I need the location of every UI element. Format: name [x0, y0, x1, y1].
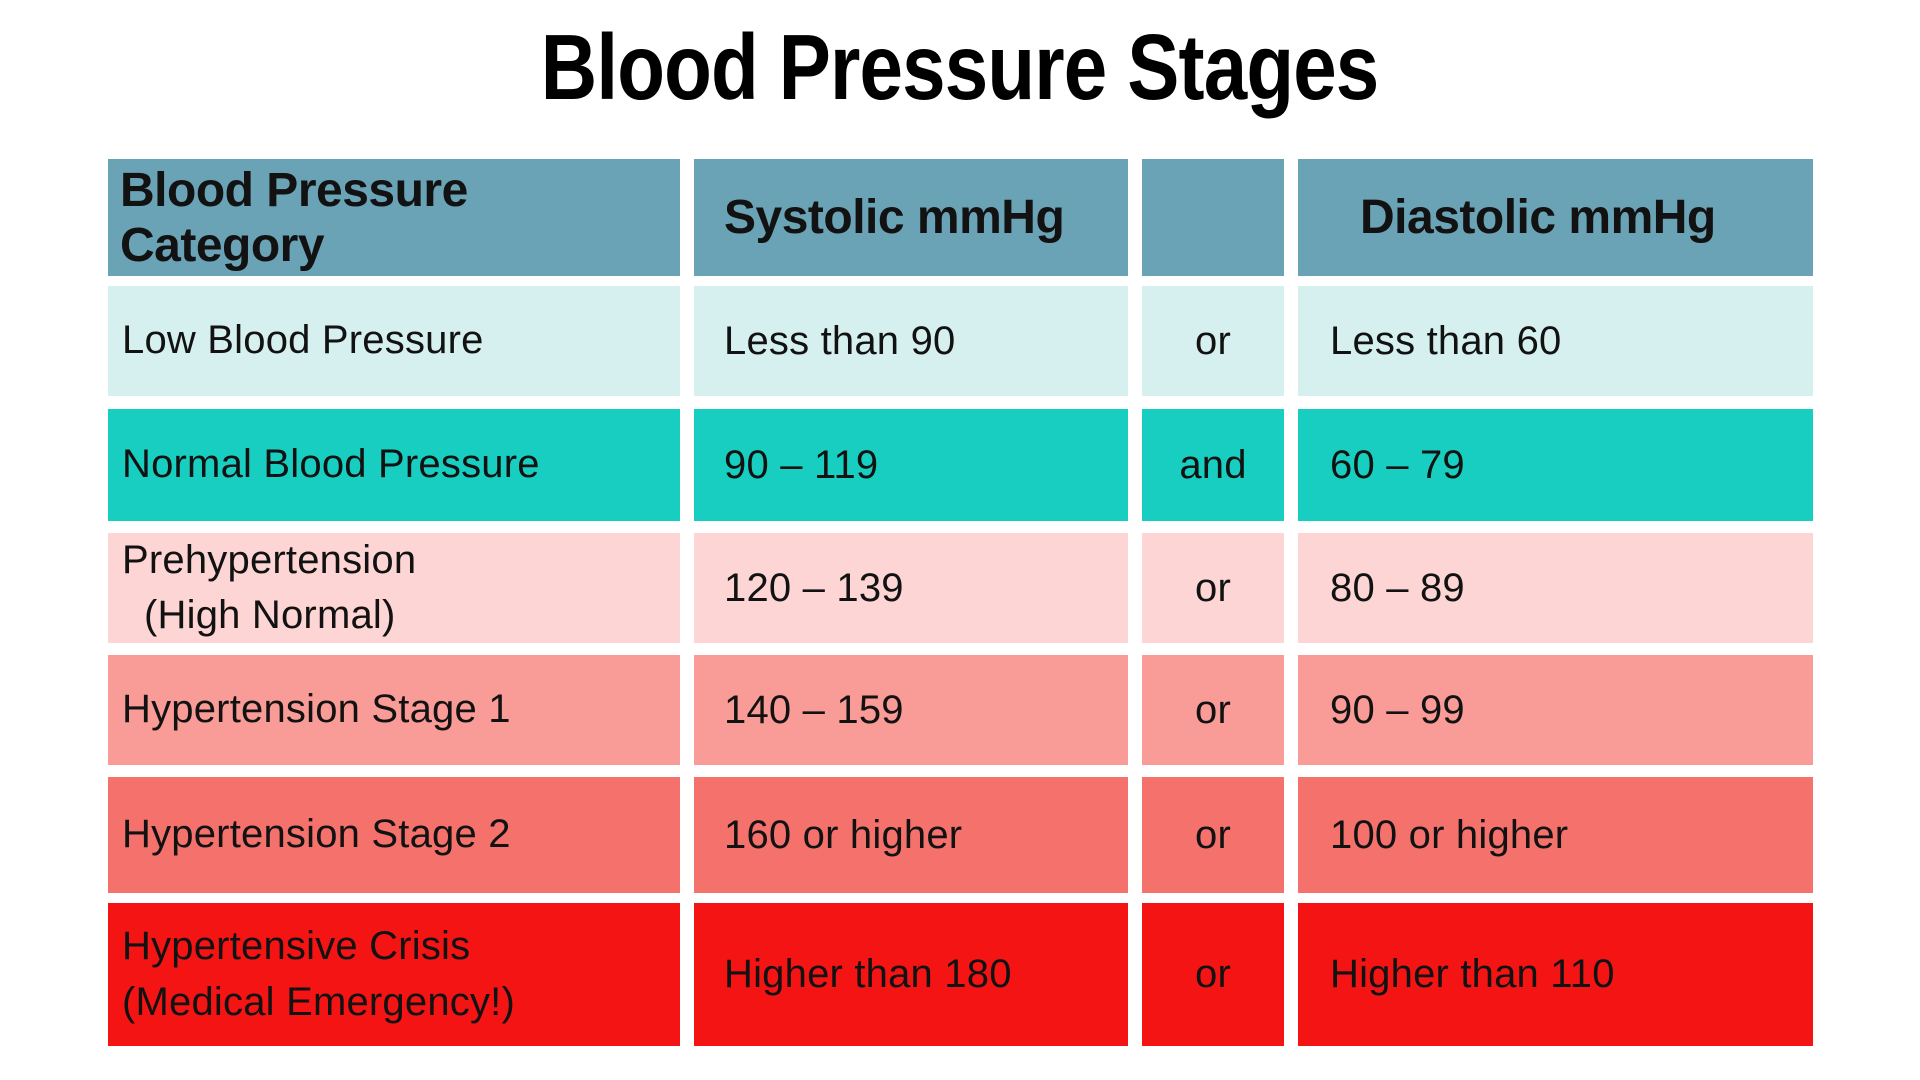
- cell-connector: and: [1142, 409, 1284, 521]
- table-row-low-blood-pressure: Low Blood Pressure Less than 90 or Less …: [108, 286, 1814, 396]
- cell-diastolic: Higher than 110: [1298, 903, 1813, 1046]
- category-sublabel: (High Normal): [144, 593, 396, 638]
- cell-category: Hypertension Stage 2: [108, 777, 680, 893]
- cell-category: Normal Blood Pressure: [108, 409, 680, 521]
- cell-connector: or: [1142, 286, 1284, 396]
- table-header-row: Blood Pressure Category Systolic mmHg Di…: [108, 159, 1814, 276]
- header-connector: [1142, 159, 1284, 276]
- cell-diastolic: 100 or higher: [1298, 777, 1813, 893]
- category-label: Prehypertension: [122, 538, 417, 582]
- cell-connector: or: [1142, 903, 1284, 1046]
- cell-connector: or: [1142, 655, 1284, 765]
- page-title: Blood Pressure Stages: [0, 14, 1920, 121]
- category-label: Normal Blood Pressure: [122, 442, 540, 487]
- page-title-text: Blood Pressure Stages: [541, 15, 1379, 119]
- header-diastolic: Diastolic mmHg: [1298, 159, 1813, 276]
- cell-diastolic: 60 – 79: [1298, 409, 1813, 521]
- category-label: Hypertension Stage 2: [122, 812, 511, 857]
- table-row-hypertension-stage-1: Hypertension Stage 1 140 – 159 or 90 – 9…: [108, 655, 1814, 765]
- cell-category: Prehypertension (High Normal): [108, 533, 680, 644]
- cell-systolic: Less than 90: [694, 286, 1128, 396]
- table-row-hypertensive-crisis: Hypertensive Crisis (Medical Emergency!)…: [108, 903, 1814, 1046]
- category-sublabel: (Medical Emergency!): [122, 979, 516, 1024]
- cell-category: Hypertension Stage 1: [108, 655, 680, 765]
- header-category: Blood Pressure Category: [108, 159, 680, 276]
- cell-diastolic: 80 – 89: [1298, 533, 1813, 644]
- cell-category: Low Blood Pressure: [108, 286, 680, 396]
- cell-connector: or: [1142, 777, 1284, 893]
- cell-connector: or: [1142, 533, 1284, 644]
- cell-category: Hypertensive Crisis (Medical Emergency!): [108, 903, 680, 1046]
- cell-systolic: 140 – 159: [694, 655, 1128, 765]
- header-systolic: Systolic mmHg: [694, 159, 1128, 276]
- table-row-normal-blood-pressure: Normal Blood Pressure 90 – 119 and 60 – …: [108, 409, 1814, 521]
- table-row-hypertension-stage-2: Hypertension Stage 2 160 or higher or 10…: [108, 777, 1814, 893]
- table-row-prehypertension: Prehypertension (High Normal) 120 – 139 …: [108, 533, 1814, 644]
- cell-diastolic: Less than 60: [1298, 286, 1813, 396]
- cell-systolic: 90 – 119: [694, 409, 1128, 521]
- cell-diastolic: 90 – 99: [1298, 655, 1813, 765]
- category-label: Hypertension Stage 1: [122, 687, 511, 732]
- cell-systolic: Higher than 180: [694, 903, 1128, 1046]
- category-label: Hypertensive Crisis: [122, 924, 471, 969]
- blood-pressure-table: Blood Pressure Category Systolic mmHg Di…: [108, 159, 1814, 1046]
- cell-systolic: 120 – 139: [694, 533, 1128, 644]
- category-label: Low Blood Pressure: [122, 318, 484, 363]
- cell-systolic: 160 or higher: [694, 777, 1128, 893]
